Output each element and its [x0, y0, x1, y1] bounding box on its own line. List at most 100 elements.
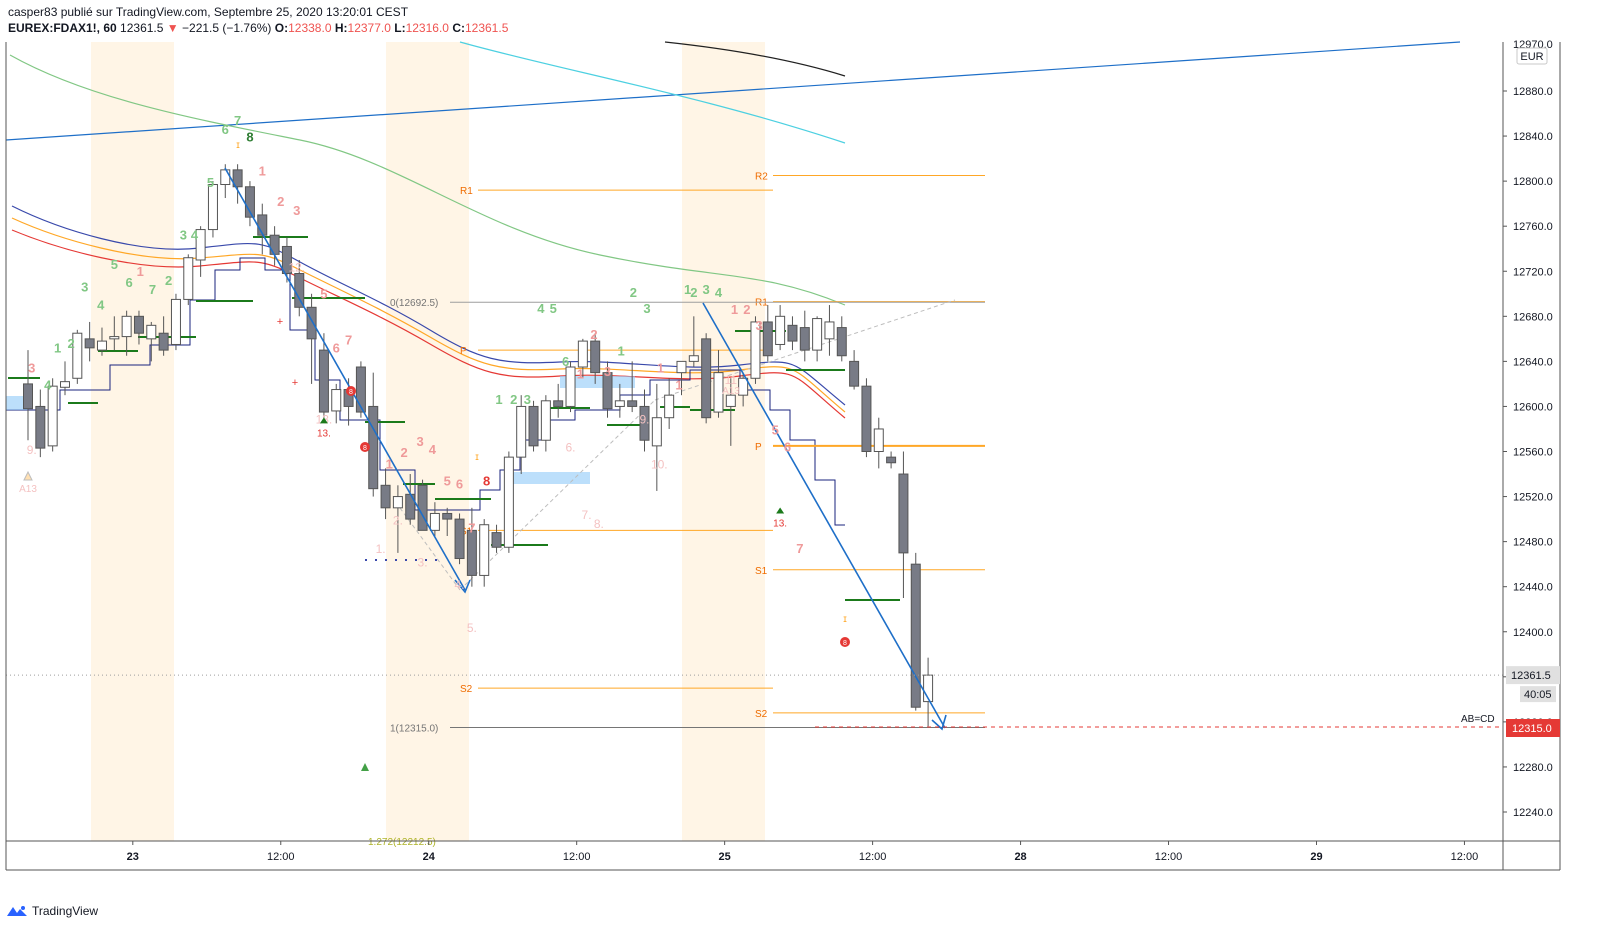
y-tick-label: 12880.0 — [1513, 86, 1553, 98]
td-setup-label: 7. — [582, 508, 592, 522]
candle-body — [318, 349, 329, 413]
pivot-label: S1 — [460, 526, 473, 537]
x-tick-label: 12:00 — [1155, 851, 1183, 863]
up-arrow-icon — [776, 507, 785, 514]
td-count-label: 1 — [54, 340, 61, 355]
td-count-label: 5 — [444, 473, 451, 488]
x-tick-label: 29 — [1310, 851, 1322, 863]
pivot-label: S2 — [755, 709, 768, 720]
candle-body — [627, 400, 638, 407]
target-price-tag-text: 12315.0 — [1512, 723, 1552, 735]
candle-body — [146, 324, 157, 340]
td-count-label: 2 — [743, 302, 750, 317]
candle-body — [170, 298, 181, 345]
countdown-tag-text: 40:05 — [1524, 689, 1552, 701]
td-count-label: 2 — [690, 285, 697, 300]
brand-name: TradingView — [32, 904, 99, 918]
currency-label: EUR — [1520, 51, 1543, 63]
currency-badge — [1516, 47, 1548, 65]
td-count-label: 4 — [44, 378, 52, 393]
td-count-label: 1 — [577, 366, 584, 381]
zone-box — [6, 396, 28, 410]
td-count-label: 1 — [617, 344, 624, 359]
session-shade — [91, 42, 174, 841]
candle-body — [466, 529, 477, 576]
chart-area[interactable]: R1 P S1 S2 R2 R1 P S1 S2 0(12692.5) 1(12315.0) 1.27… — [0, 0, 1623, 900]
abcd-leg — [702, 302, 946, 729]
tradingview-logo-icon — [7, 906, 27, 916]
td-count-label: 7 — [345, 332, 352, 347]
candle-body — [207, 184, 218, 231]
candle-body — [331, 389, 342, 412]
y-tick-label: 12240.0 — [1513, 807, 1553, 819]
fib-label: 1(12315.0) — [390, 724, 438, 735]
candle-body — [269, 234, 280, 255]
td-setup-label: 2. — [393, 514, 403, 528]
last-price-tag-text: 12361.5 — [1511, 670, 1551, 682]
candle-body — [23, 383, 33, 410]
fib-dash — [464, 399, 656, 586]
candle-body — [516, 405, 527, 458]
symbol-ohlc-line: EUREX:FDAX1!, 60 12361.5 ▼ −221.5 (−1.76… — [8, 20, 508, 36]
pivot-label: P — [460, 346, 467, 357]
a13-label: A13 — [722, 386, 740, 397]
a13-label: A13 — [19, 484, 37, 495]
candle-body — [836, 327, 847, 357]
y-tick-label: 12800.0 — [1513, 176, 1553, 188]
chart-header: casper83 publié sur TradingView.com, Sep… — [8, 4, 508, 36]
td-count-label: 7 — [468, 521, 475, 536]
candle-body — [491, 532, 502, 548]
td-setup-label: 5. — [467, 621, 477, 635]
td-count-label: 2 — [277, 194, 284, 209]
td-count-label: 7 — [234, 113, 241, 128]
symbol-label[interactable]: EUREX:FDAX1!, 60 — [8, 21, 117, 35]
td-setup-label: 12. — [288, 260, 305, 274]
td-count-label: 8 — [246, 130, 253, 145]
plot-layer: R1PS1S2R2R1PS1S20(12692.5)1(12315.0)1.27… — [5, 41, 1503, 848]
td-8-circle-icon — [346, 386, 356, 396]
candle-body — [614, 400, 625, 407]
candle-body — [109, 336, 120, 340]
candle-body — [380, 484, 391, 509]
candle-body — [503, 456, 514, 548]
candle-body — [775, 315, 786, 345]
candle-body — [158, 332, 169, 351]
trendline — [5, 41, 1461, 141]
td-13-label: 13. — [317, 428, 331, 439]
td-count-label: 1 — [495, 392, 502, 407]
td-count-label: 2 — [165, 273, 172, 288]
candle-body — [72, 332, 83, 379]
tick-mark: ɪ — [843, 614, 847, 625]
moving-average-black — [664, 41, 846, 77]
td-setup-label: 6. — [566, 441, 576, 455]
candle-body — [392, 496, 403, 509]
td-count-label: 5 — [772, 423, 779, 438]
td-setup-label: 3. — [418, 555, 428, 569]
footer-branding[interactable]: TradingView — [6, 904, 98, 918]
candle-body — [886, 456, 897, 464]
candle-body — [577, 340, 588, 368]
candle-body — [429, 512, 440, 531]
td-8-circle-text: 8 — [843, 640, 847, 647]
candle-body — [59, 381, 70, 388]
td-count-label: 4 — [429, 442, 437, 457]
candle-body — [676, 360, 687, 374]
y-tick-label: 12280.0 — [1513, 762, 1553, 774]
plus-icon: + — [292, 377, 298, 389]
td-count-label: 5 — [207, 175, 214, 190]
candle-body — [824, 321, 835, 340]
candle-body — [898, 473, 909, 554]
candle-body — [479, 524, 490, 576]
x-tick-label: 12:00 — [267, 851, 295, 863]
td-count-label: 5 — [111, 257, 118, 272]
low-value: 12316.0 — [405, 21, 449, 35]
x-tick-label: 12:00 — [859, 851, 887, 863]
candle-body — [799, 327, 810, 351]
pivot-label: R2 — [755, 171, 768, 182]
price-chart[interactable]: R1PS1S2R2R1PS1S20(12692.5)1(12315.0)1.27… — [0, 0, 1623, 895]
candle-body — [602, 372, 613, 410]
td-count-label: 4 — [97, 298, 105, 313]
td-8-circle-text: 8 — [363, 445, 367, 452]
td-count-label: 3 — [756, 318, 763, 333]
abcd-leg — [224, 167, 466, 591]
